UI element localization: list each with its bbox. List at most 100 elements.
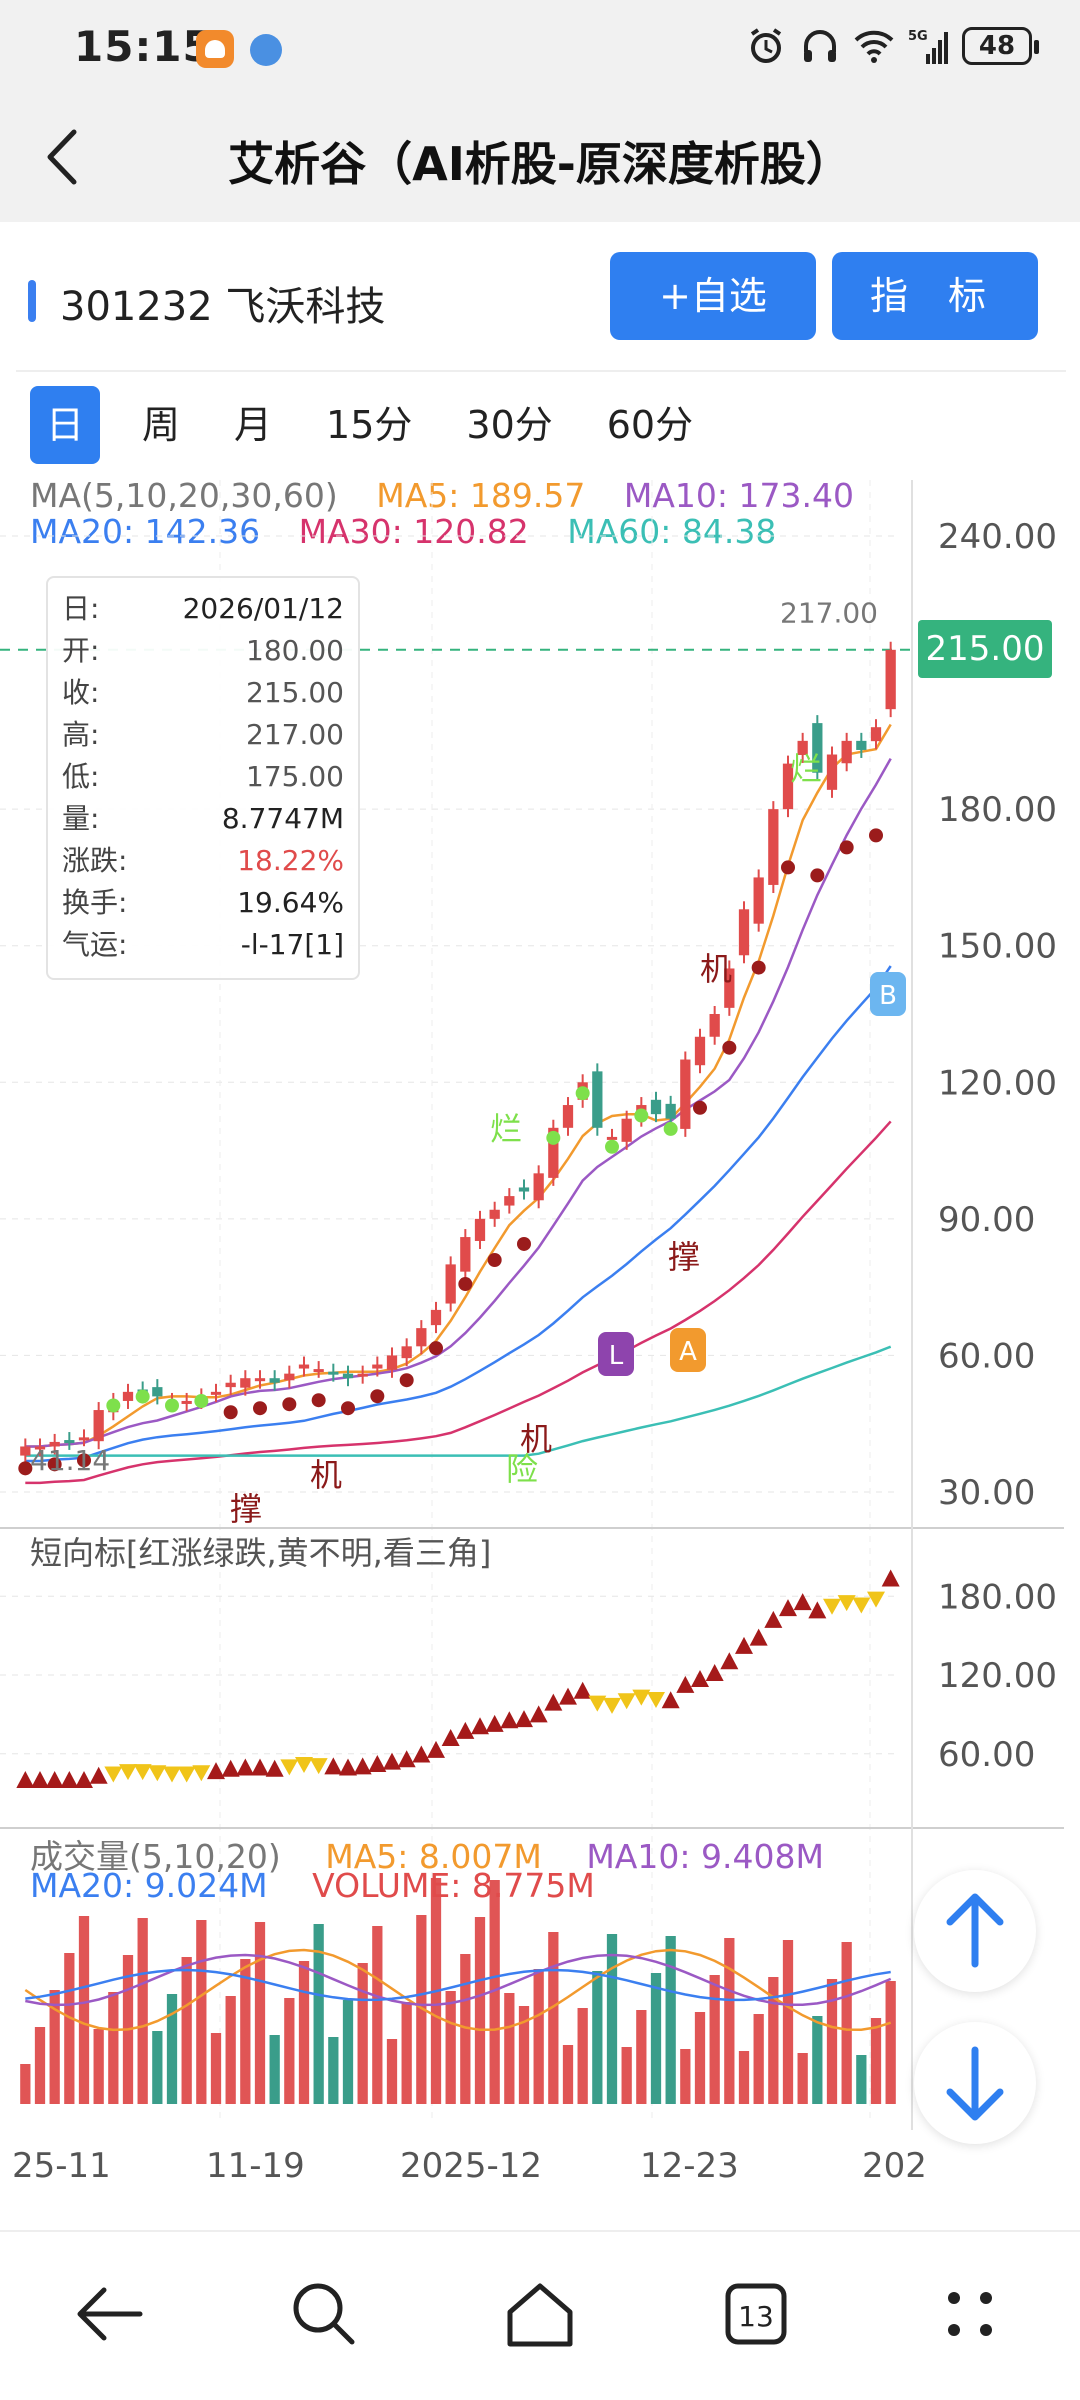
volume-bar bbox=[518, 2006, 530, 2104]
buy-signal-badge-text: B bbox=[879, 981, 897, 1011]
nav-back-icon[interactable] bbox=[70, 2274, 150, 2354]
tab-month[interactable]: 月 bbox=[234, 403, 273, 447]
signal-annotation: 撑 bbox=[668, 1238, 700, 1276]
tab-30min[interactable]: 30分 bbox=[466, 403, 553, 447]
signal-dot bbox=[517, 1236, 531, 1251]
trend-triangle bbox=[16, 1771, 35, 1788]
signal-dot bbox=[839, 840, 854, 855]
candle-body bbox=[606, 1136, 618, 1140]
nav-menu-icon[interactable] bbox=[930, 2274, 1010, 2354]
volume-bar bbox=[240, 1959, 251, 2104]
candle-body bbox=[430, 1309, 442, 1326]
volume-ma5-line bbox=[24, 1948, 892, 2032]
nav-search-icon[interactable] bbox=[284, 2274, 364, 2354]
indicator-button[interactable]: 指 标 bbox=[832, 252, 1038, 340]
candle-body bbox=[313, 1369, 324, 1373]
trend-triangle bbox=[89, 1766, 108, 1784]
price-axis-label: 30.00 bbox=[938, 1473, 1035, 1513]
nav-home-icon[interactable] bbox=[500, 2274, 580, 2354]
candle-body bbox=[342, 1373, 354, 1379]
candle-body bbox=[504, 1196, 515, 1206]
trend-triangle bbox=[133, 1764, 152, 1781]
trend-triangle bbox=[265, 1759, 284, 1777]
volume-bar bbox=[152, 2031, 163, 2104]
signal-dot bbox=[370, 1389, 385, 1404]
tab-15min[interactable]: 15分 bbox=[326, 403, 413, 447]
candle-body bbox=[372, 1364, 383, 1369]
candle-body bbox=[269, 1378, 280, 1383]
signal-badge-a-text: A bbox=[679, 1337, 697, 1367]
volume-bar bbox=[284, 1998, 295, 2104]
candle-body bbox=[768, 809, 779, 885]
indicator-axis-label: 180.00 bbox=[938, 1577, 1057, 1617]
info-row-open: 开: 180.00 bbox=[62, 634, 344, 667]
add-watchlist-button[interactable]: +自选 bbox=[610, 252, 816, 340]
volume-bar bbox=[372, 1926, 383, 2104]
trend-triangle bbox=[148, 1765, 167, 1782]
tab-day[interactable]: 日 bbox=[30, 386, 100, 464]
trend-triangle bbox=[749, 1628, 768, 1646]
tab-60min[interactable]: 60分 bbox=[606, 403, 694, 447]
signal-dot bbox=[429, 1341, 443, 1356]
trend-triangle bbox=[735, 1636, 753, 1654]
volume-bar bbox=[386, 2039, 398, 2104]
price-axis-label: 90.00 bbox=[938, 1200, 1035, 1240]
svg-text:5G: 5G bbox=[908, 29, 928, 44]
ma5-line bbox=[25, 723, 892, 1448]
volume-bar bbox=[357, 1963, 368, 2104]
volume-ma20-label: MA20: 9.024M bbox=[30, 1866, 268, 1905]
volume-bar bbox=[768, 1977, 779, 2104]
trend-triangle bbox=[60, 1771, 79, 1788]
candle-body bbox=[489, 1209, 500, 1219]
headphones-icon bbox=[804, 30, 836, 62]
signal-dot bbox=[194, 1394, 209, 1409]
nav-tabs-button[interactable]: 13 bbox=[716, 2274, 796, 2354]
price-axis-label: 180.00 bbox=[938, 790, 1057, 830]
ma-params-label: MA(5,10,20,30,60) bbox=[30, 476, 338, 515]
volume-bar bbox=[621, 2047, 632, 2104]
candle-body bbox=[841, 740, 852, 764]
app-header: 艾析谷（AI析股-原深度析股） bbox=[0, 92, 1080, 222]
ma10-label: MA10: 173.40 bbox=[623, 476, 854, 515]
info-row-volume: 量: 8.7747M bbox=[62, 802, 344, 835]
back-arrow-icon[interactable] bbox=[36, 124, 96, 190]
candle-body bbox=[533, 1173, 544, 1201]
info-row-change: 涨跌: 18.22% bbox=[62, 844, 344, 877]
volume-bar bbox=[504, 1993, 515, 2104]
scroll-down-button[interactable] bbox=[914, 2022, 1036, 2144]
trend-triangle bbox=[485, 1714, 504, 1732]
signal-dot bbox=[77, 1453, 91, 1468]
alarm-icon bbox=[750, 28, 782, 63]
candle-body bbox=[34, 1446, 46, 1450]
trend-triangle bbox=[45, 1771, 64, 1788]
trend-triangle bbox=[427, 1740, 445, 1758]
volume-ma10-line bbox=[25, 1953, 892, 2007]
info-row-date: 日: 2026/01/12 bbox=[62, 592, 344, 625]
candle-body bbox=[724, 968, 735, 1008]
trend-triangle bbox=[383, 1752, 401, 1770]
signal-badge-a bbox=[670, 1328, 706, 1372]
candle-body bbox=[284, 1373, 295, 1381]
date-label-4: 12-23 bbox=[640, 2146, 739, 2186]
trend-triangle bbox=[397, 1750, 416, 1768]
candle-body bbox=[64, 1440, 75, 1444]
volume-bar bbox=[797, 2053, 808, 2104]
trend-triangle bbox=[471, 1717, 489, 1735]
signal-badge-l-text: L bbox=[609, 1341, 624, 1371]
volume-legend-row2: MA20: 9.024M VOLUME: 8.775M bbox=[30, 1866, 629, 1905]
price-axis-label: 60.00 bbox=[938, 1336, 1035, 1376]
trend-triangle bbox=[412, 1745, 431, 1763]
volume-bar bbox=[870, 2018, 882, 2104]
stock-code-name: 301232 飞沃科技 bbox=[60, 284, 386, 330]
tab-week[interactable]: 周 bbox=[142, 403, 181, 447]
signal-annotation: 机 bbox=[700, 950, 732, 988]
trend-triangle bbox=[779, 1599, 797, 1617]
scroll-up-button[interactable] bbox=[914, 1870, 1036, 1992]
volume-bar bbox=[562, 2045, 574, 2104]
signal-dot bbox=[135, 1389, 150, 1404]
trend-triangle bbox=[192, 1765, 211, 1782]
volume-ma20-line bbox=[25, 1968, 891, 2002]
volume-bar bbox=[577, 2008, 588, 2104]
trend-triangle bbox=[207, 1762, 225, 1780]
